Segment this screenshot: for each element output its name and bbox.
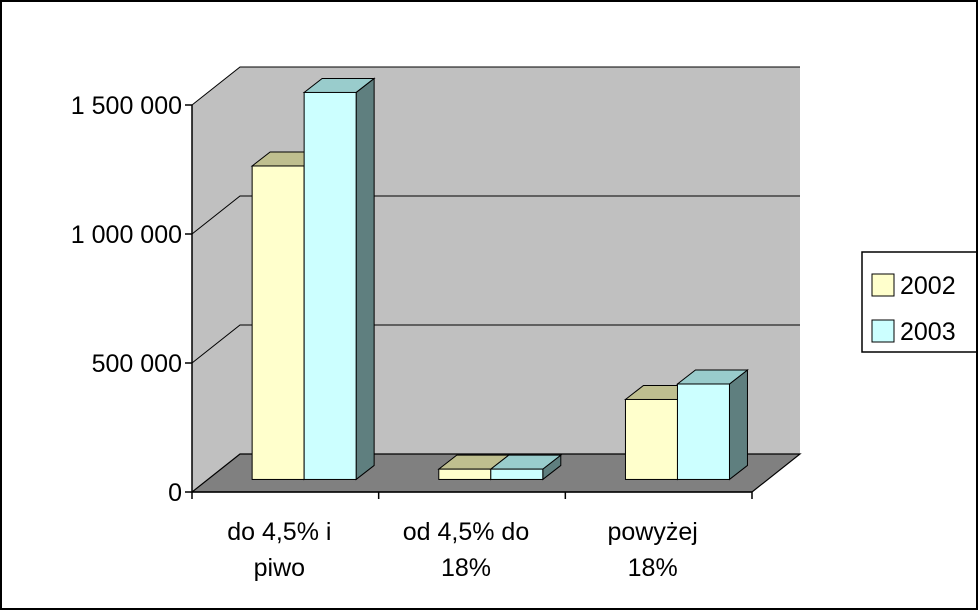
x-tick-label-line: piwo bbox=[254, 554, 305, 582]
bar-side bbox=[728, 368, 748, 481]
gridline bbox=[191, 324, 800, 364]
bar-front bbox=[676, 383, 730, 480]
bar-front bbox=[303, 91, 357, 480]
x-tick-label-line: do 4,5% i bbox=[227, 518, 331, 546]
chart-walls bbox=[192, 67, 800, 492]
gridline bbox=[191, 195, 800, 235]
x-tick-label: od 4,5% do 18% bbox=[403, 518, 530, 582]
x-tick-label: powyżej 18% bbox=[608, 518, 698, 582]
bar-front bbox=[490, 468, 544, 480]
y-tick-label: 1 000 000 bbox=[71, 221, 182, 249]
y-tick-label: 0 bbox=[168, 479, 182, 507]
bar-2003-2 bbox=[676, 368, 749, 481]
bar-2003-0 bbox=[302, 77, 376, 481]
x-tick-label-line: powyżej bbox=[608, 518, 698, 546]
axes bbox=[191, 105, 752, 493]
back-wall bbox=[240, 67, 800, 454]
gridlines bbox=[191, 66, 800, 364]
legend-label-2003: 2003 bbox=[900, 318, 956, 346]
y-tick-label: 1 500 000 bbox=[71, 92, 182, 120]
legend-swatch-2002 bbox=[871, 273, 895, 297]
bar-front bbox=[251, 165, 305, 480]
x-tick-label: do 4,5% i piwo bbox=[227, 518, 331, 582]
bar-front bbox=[438, 468, 492, 480]
legend: 2002 2003 bbox=[861, 251, 976, 353]
bars bbox=[250, 77, 749, 481]
legend-label-2002: 2002 bbox=[900, 272, 956, 300]
y-tick-label: 500 000 bbox=[92, 350, 182, 378]
gridline bbox=[191, 66, 800, 106]
bar-2003-1 bbox=[489, 454, 563, 481]
bar-side bbox=[355, 77, 375, 481]
x-tick-label-line: 18% bbox=[628, 554, 678, 582]
legend-swatch-2003 bbox=[871, 319, 895, 343]
x-axis-ticks: do 4,5% i piwo od 4,5% do 18% powyżej 18% bbox=[191, 492, 753, 582]
bar-front bbox=[624, 398, 678, 480]
x-tick-label-line: od 4,5% do bbox=[403, 518, 530, 546]
side-wall bbox=[192, 67, 240, 492]
x-tick-label-line: 18% bbox=[441, 554, 491, 582]
y-axis-ticks: 0 500 000 1 000 000 1 500 000 bbox=[71, 92, 192, 507]
